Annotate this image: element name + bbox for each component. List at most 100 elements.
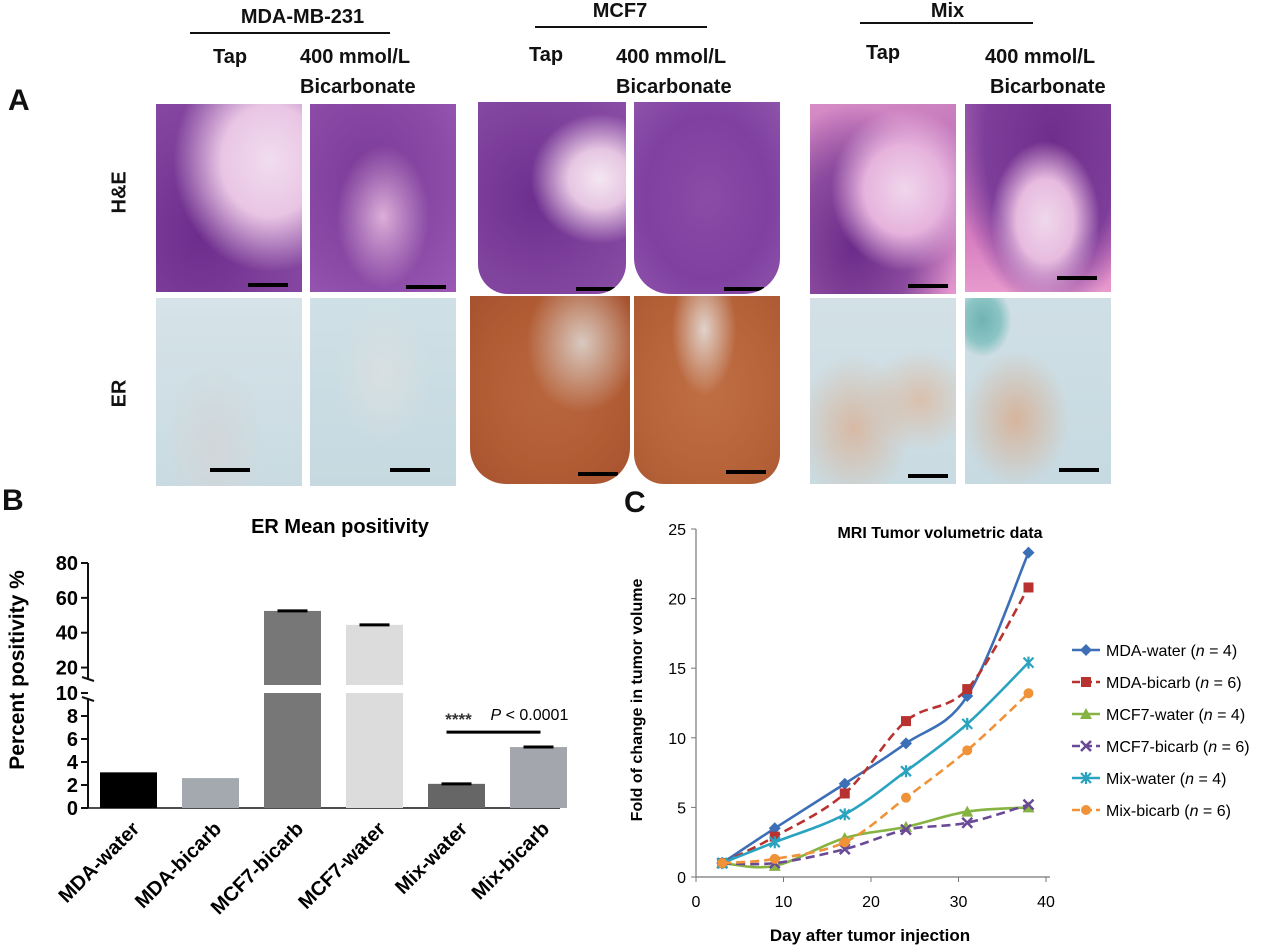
er-image-mda-tap bbox=[156, 298, 302, 486]
bars bbox=[100, 609, 567, 808]
scale-bar bbox=[726, 470, 766, 474]
tap-label-mcf7: Tap bbox=[529, 44, 564, 66]
x-tick-label: MDA-water bbox=[55, 818, 145, 908]
data-point bbox=[838, 777, 851, 790]
y-tick-label: 80 bbox=[56, 553, 78, 575]
bar-lower-segment bbox=[346, 693, 403, 808]
scale-bar bbox=[578, 472, 618, 476]
chart-title: MRI Tumor volumetric data bbox=[837, 525, 1042, 542]
bar bbox=[264, 610, 321, 685]
p-value-label: P < 0.0001 bbox=[491, 707, 569, 724]
data-point bbox=[961, 690, 974, 703]
er-image-mix-bicarb bbox=[965, 298, 1111, 484]
data-point bbox=[1023, 688, 1034, 699]
bicarb-label-mix-2: Bicarbonate bbox=[990, 76, 1106, 98]
x-tick-label: 20 bbox=[862, 894, 880, 911]
bar bbox=[510, 747, 567, 808]
panel-label-a: A bbox=[8, 84, 30, 117]
scale-bar bbox=[724, 287, 764, 291]
er-image-mcf7-bicarb bbox=[634, 296, 780, 484]
data-point bbox=[961, 805, 974, 817]
series-lines bbox=[716, 546, 1035, 871]
data-point bbox=[961, 816, 974, 829]
y-tick-label: 6 bbox=[67, 729, 78, 751]
tap-label-mix: Tap bbox=[866, 42, 901, 64]
line-chart-tumor-volume: MRI Tumor volumetric data Fold of change… bbox=[629, 522, 1250, 945]
axis-break-mark bbox=[81, 676, 95, 682]
scale-bar bbox=[248, 283, 288, 287]
data-point bbox=[901, 792, 911, 803]
data-point bbox=[768, 836, 781, 849]
data-point bbox=[900, 823, 912, 836]
scale-bar bbox=[576, 287, 616, 291]
bar-lower-segment bbox=[264, 693, 321, 808]
series-line bbox=[722, 692, 1030, 865]
group-rule-mda bbox=[190, 32, 390, 34]
y-axis-label: Percent positivity % bbox=[6, 570, 29, 770]
data-point bbox=[768, 859, 781, 871]
y-axis-label: Fold of change in tumor volume bbox=[629, 579, 646, 822]
data-point bbox=[900, 765, 912, 778]
scale-bar bbox=[390, 468, 430, 472]
y-tick-label: 20 bbox=[668, 592, 686, 609]
data-point bbox=[769, 853, 780, 864]
data-point bbox=[962, 745, 973, 756]
x-tick-label: 40 bbox=[1037, 894, 1055, 911]
er-image-mix-tap bbox=[810, 298, 956, 484]
data-point bbox=[1080, 772, 1092, 784]
panel-label-c: C bbox=[624, 486, 646, 519]
data-point bbox=[839, 788, 850, 799]
panel-label-b: B bbox=[2, 484, 24, 517]
data-point bbox=[1023, 582, 1034, 593]
data-point bbox=[717, 858, 728, 869]
x-tick-label: 30 bbox=[950, 894, 968, 911]
tap-label-mda: Tap bbox=[213, 46, 248, 68]
y-tick-label: 15 bbox=[668, 661, 686, 678]
scale-bar bbox=[908, 474, 948, 478]
y-tick-label: 8 bbox=[67, 706, 78, 728]
x-tick-label: Mix-bicarb bbox=[468, 818, 554, 904]
group-title-mda: MDA-MB-231 bbox=[240, 6, 365, 28]
y-tick-label: 60 bbox=[56, 588, 78, 610]
bar-chart-er-positivity: ER Mean positivity Percent positivity % … bbox=[6, 516, 569, 919]
y-tick-label: 2 bbox=[67, 775, 78, 797]
scale-bar bbox=[210, 468, 250, 472]
bicarb-label-mda-2: Bicarbonate bbox=[300, 76, 416, 98]
scale-bar bbox=[908, 284, 948, 288]
data-point bbox=[768, 822, 781, 835]
bicarb-label-mcf7-2: Bicarbonate bbox=[616, 76, 732, 98]
group-title-mix: Mix bbox=[930, 0, 965, 22]
data-point bbox=[1022, 801, 1035, 813]
y-tick-label: 0 bbox=[677, 870, 686, 887]
group-rule-mcf7 bbox=[535, 26, 707, 28]
he-image-mix-bicarb bbox=[965, 104, 1111, 292]
bar bbox=[182, 778, 239, 808]
data-point bbox=[1022, 546, 1035, 559]
row-label-he: H&E bbox=[108, 171, 131, 214]
y-tick-label: 40 bbox=[56, 623, 78, 645]
he-image-mda-bicarb bbox=[310, 104, 456, 292]
legend-entry: MDA-water (n = 4) bbox=[1106, 643, 1237, 660]
x-tick-label: MCF7-water bbox=[294, 818, 390, 914]
scale-bar bbox=[1059, 468, 1099, 472]
data-point bbox=[1081, 805, 1091, 815]
y-tick-label: 25 bbox=[668, 522, 686, 539]
group-rule-mix bbox=[860, 22, 1033, 24]
chart-title: ER Mean positivity bbox=[251, 516, 430, 538]
bicarb-label-mda-1: 400 mmol/L bbox=[300, 46, 411, 68]
scale-bar bbox=[1057, 276, 1097, 280]
y-tick-label: 0 bbox=[67, 798, 78, 820]
he-image-mda-tap bbox=[156, 104, 302, 292]
x-tick-label: 10 bbox=[775, 894, 793, 911]
bar bbox=[428, 783, 485, 808]
he-image-mix-tap bbox=[810, 104, 956, 294]
scale-bar bbox=[406, 285, 446, 289]
data-point bbox=[962, 684, 973, 695]
data-point bbox=[1080, 644, 1092, 656]
y-tick-label: 5 bbox=[677, 800, 686, 817]
row-label-er: ER bbox=[108, 379, 131, 408]
y-tick-label: 10 bbox=[56, 683, 78, 705]
legend-entry: MCF7-bicarb (n = 6) bbox=[1106, 739, 1250, 756]
significance-stars: **** bbox=[445, 710, 472, 729]
data-point bbox=[1022, 798, 1035, 811]
